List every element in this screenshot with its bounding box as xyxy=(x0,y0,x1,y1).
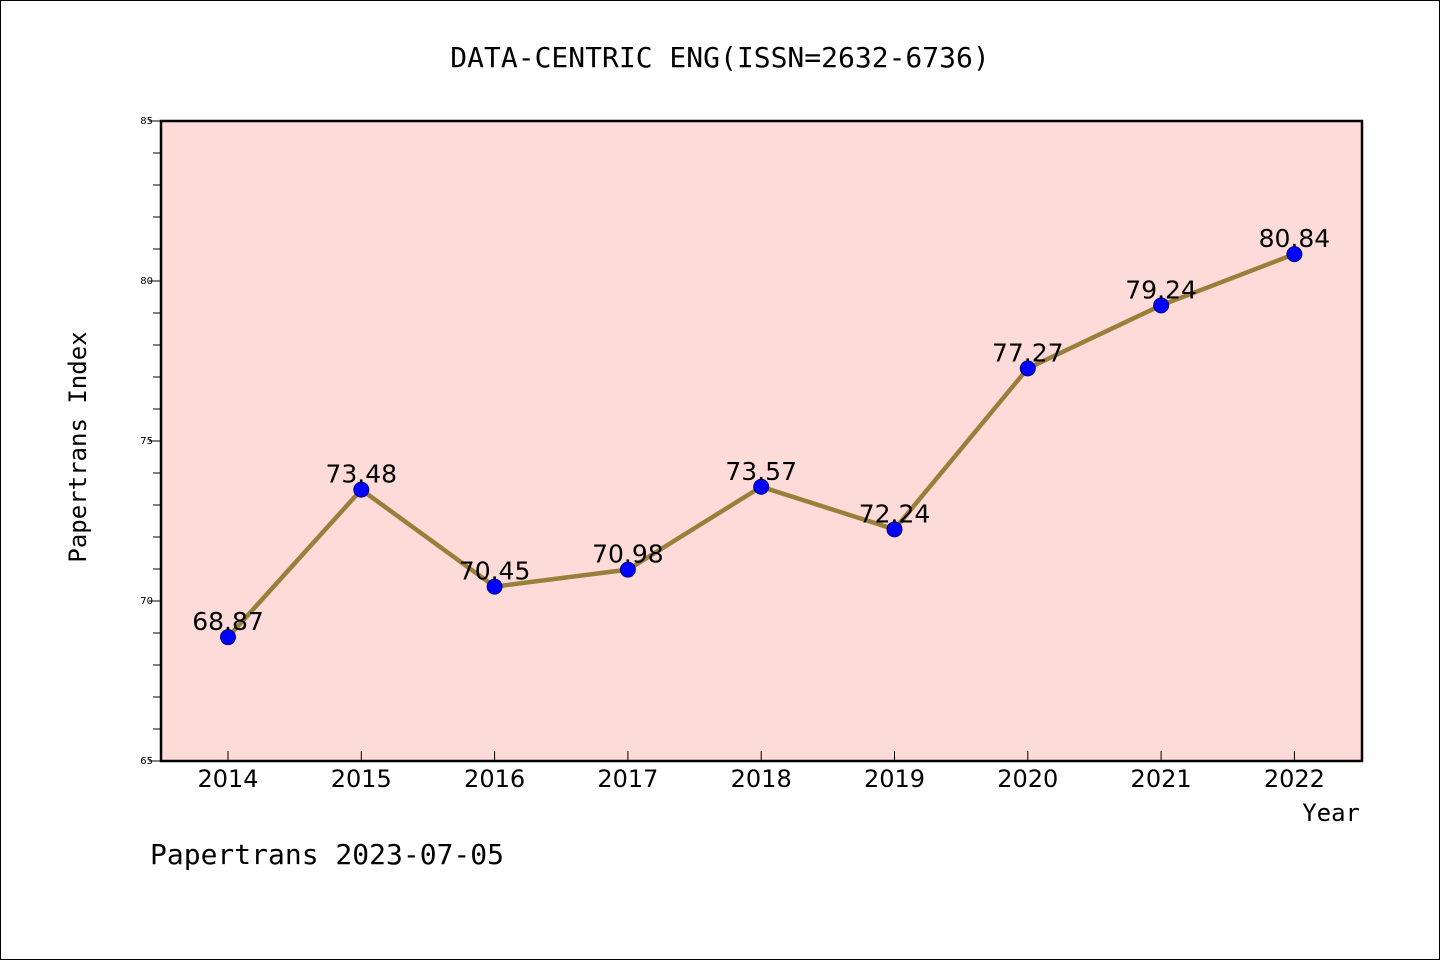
data-label: 73.57 xyxy=(725,457,797,486)
y-tick-label: 70 xyxy=(140,596,153,607)
data-label: 70.45 xyxy=(459,557,531,586)
footer-text: Papertrans 2023-07-05 xyxy=(150,838,504,871)
data-point xyxy=(753,478,770,495)
x-tick-label: 2021 xyxy=(1131,765,1192,793)
data-label: 72.24 xyxy=(859,499,931,528)
x-tick-label: 2018 xyxy=(731,765,792,793)
plot-area xyxy=(159,119,1364,763)
y-tick-label: 80 xyxy=(140,276,153,287)
x-tick-label: 2019 xyxy=(864,765,925,793)
x-tick-label: 2020 xyxy=(997,765,1058,793)
data-label: 79.24 xyxy=(1125,275,1197,304)
data-label: 73.48 xyxy=(326,460,398,489)
x-tick-label: 2015 xyxy=(331,765,392,793)
data-point xyxy=(1153,297,1170,314)
data-point xyxy=(886,521,903,538)
x-tick-label: 2016 xyxy=(464,765,525,793)
data-label: 68.87 xyxy=(192,607,264,636)
data-point xyxy=(619,561,636,578)
y-tick-label: 65 xyxy=(140,756,153,767)
data-label: 77.27 xyxy=(992,338,1064,367)
x-axis: 2014 2015 2016 2017 2018 2019 2020 2021 2022 xyxy=(197,751,1325,793)
x-axis-label: Year xyxy=(1302,799,1360,827)
series-layer xyxy=(220,246,1303,646)
x-tick-label: 2017 xyxy=(597,765,658,793)
data-label: 80.84 xyxy=(1259,224,1331,253)
y-tick-label: 85 xyxy=(140,116,153,127)
data-point xyxy=(1019,360,1036,377)
y-tick-label: 75 xyxy=(140,436,153,447)
data-point xyxy=(220,629,236,646)
y-axis-label: Papertrans Index xyxy=(64,331,92,562)
data-labels: 68.87 73.48 70.45 70.98 73.57 72.24 77.27 79.24… xyxy=(192,224,1330,636)
x-tick-label: 2014 xyxy=(197,765,258,793)
chart-title: DATA-CENTRIC ENG(ISSN=2632-6736) xyxy=(450,41,989,74)
x-tick-label: 2022 xyxy=(1264,765,1325,793)
data-point xyxy=(353,481,370,498)
y-axis: 65 70 75 80 85 xyxy=(140,116,161,767)
data-point xyxy=(486,578,503,595)
data-label: 70.98 xyxy=(592,540,664,569)
data-point xyxy=(1286,246,1303,263)
